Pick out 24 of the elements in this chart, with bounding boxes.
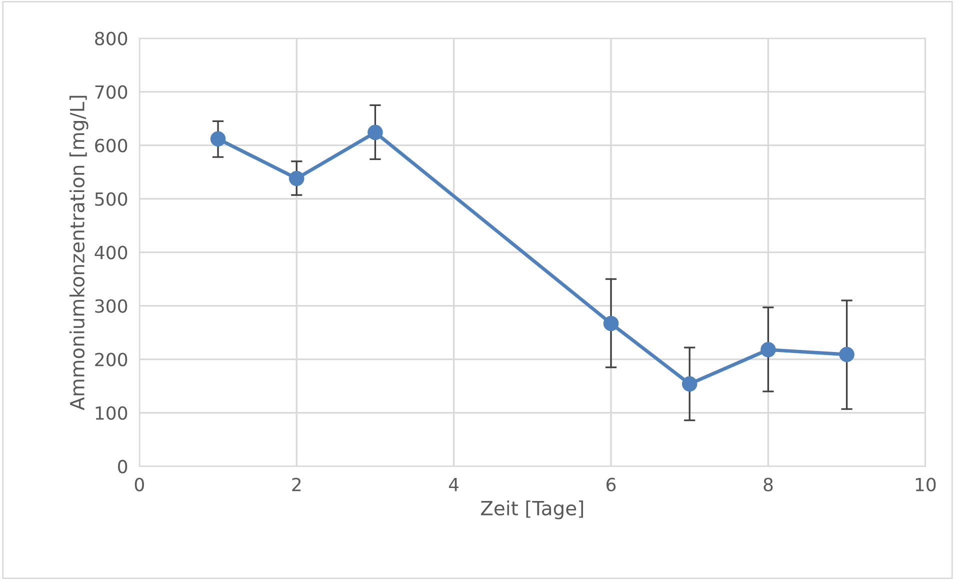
point (682, 376, 698, 392)
y-tick-label: 0 (118, 460, 128, 474)
point (288, 170, 304, 186)
y-tick-label: 800 (95, 32, 128, 46)
point (368, 124, 383, 140)
y-tick-label: 200 (95, 352, 128, 366)
y-tick-label: 300 (95, 299, 128, 313)
y-tick-label: 100 (96, 406, 128, 420)
x-tick-label: 0 (134, 478, 144, 492)
point (760, 342, 776, 358)
point (210, 131, 226, 147)
x-tick-label: 4 (448, 478, 459, 492)
point (603, 316, 619, 332)
point (839, 346, 854, 362)
x-tick-label: 2 (292, 478, 301, 492)
y-tick-label: 600 (95, 138, 128, 152)
y-tick-label: 500 (95, 192, 128, 206)
x-tick-label: 6 (606, 478, 616, 492)
x-tick-label: 10 (916, 478, 936, 492)
y-axis-title: Ammoniumkonzentration [mg/L] (69, 96, 88, 410)
x-axis-title: Zeit [Tage] (481, 500, 584, 520)
x-tick-label: 8 (764, 478, 773, 492)
y-tick-label: 700 (95, 85, 128, 99)
y-tick-label: 400 (94, 246, 128, 260)
